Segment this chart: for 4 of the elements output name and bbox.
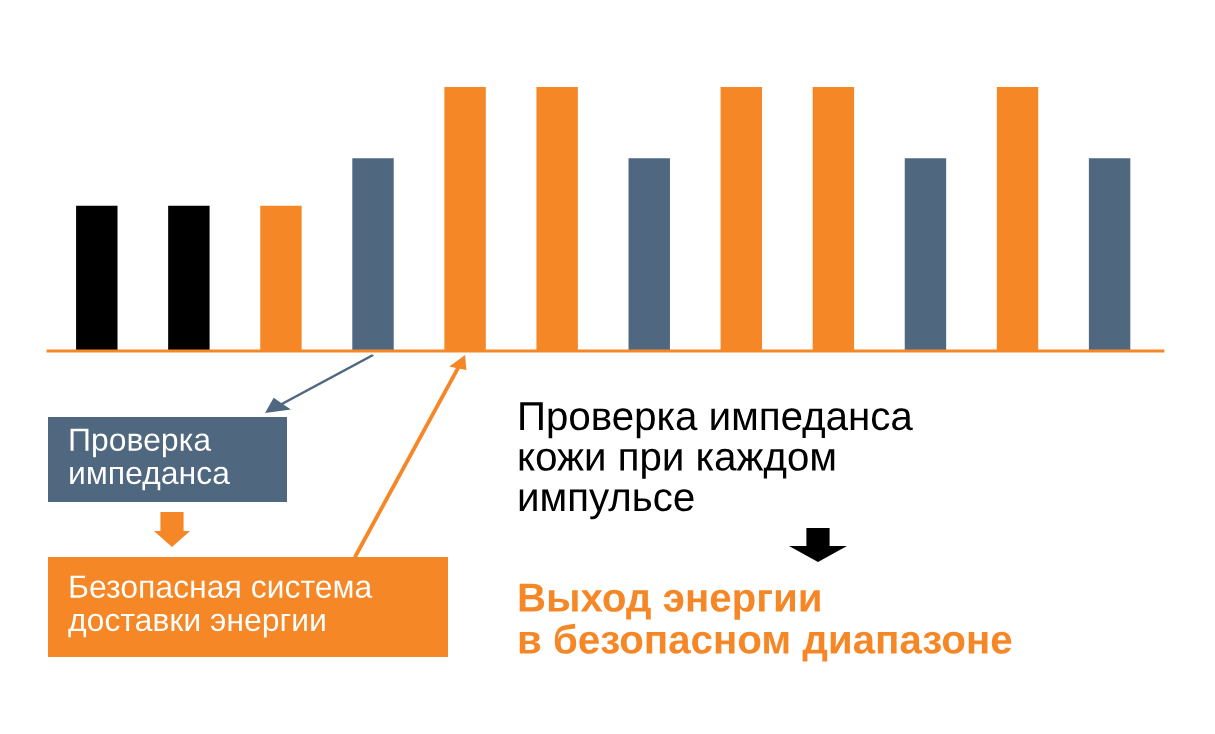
text: Проверка импеданса (70, 428, 230, 491)
text: Проверка импеданса кожи при каждом импульсе (519, 402, 913, 520)
text: Выход энергии в безопасном диапазоне (519, 583, 1012, 662)
text: Безопасная система доставки энергии (68, 575, 373, 638)
